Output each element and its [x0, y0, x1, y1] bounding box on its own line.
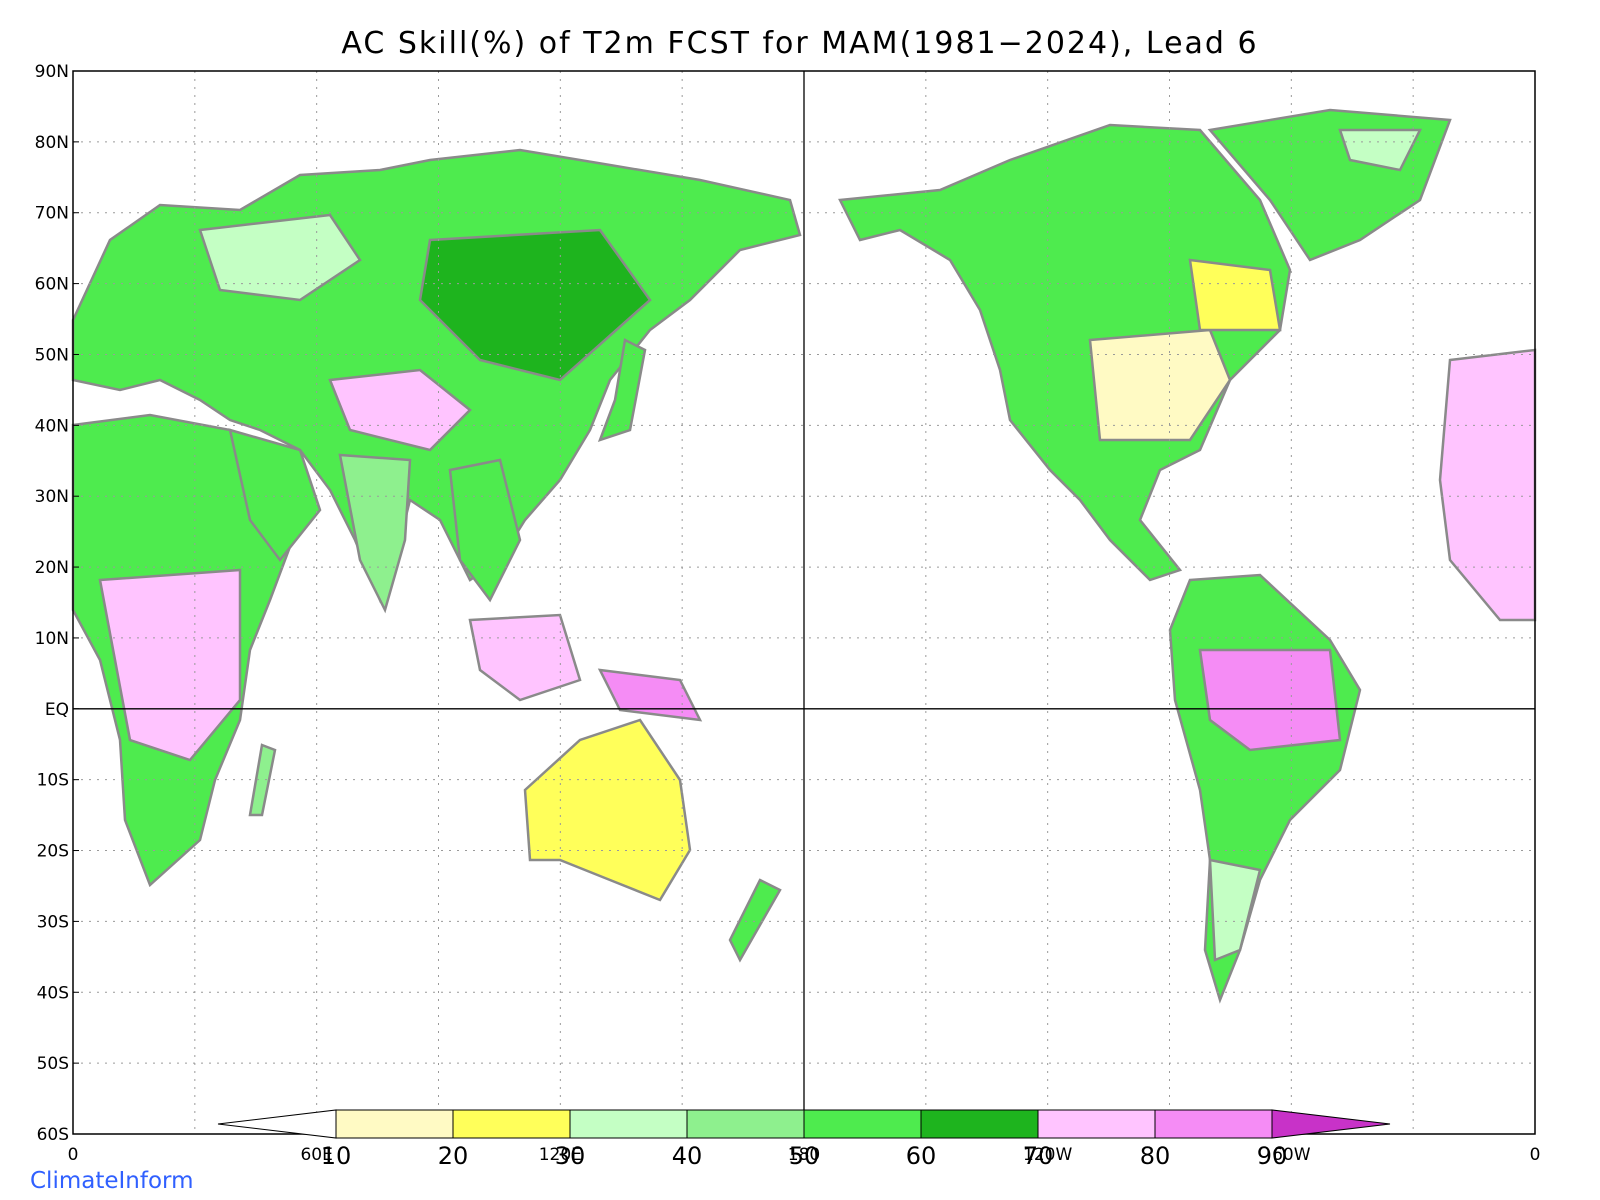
land-tibet-pink [328, 368, 472, 452]
land-south-america [1168, 573, 1362, 1004]
colorbar-segment [569, 1109, 688, 1139]
colorbar: 10 20 30 40 50 60 70 80 90 [217, 1109, 1391, 1170]
land-greenland-light [1338, 128, 1423, 172]
colorbar-label: 50 [789, 1142, 820, 1170]
colorbar-label: 30 [555, 1142, 586, 1170]
chart-title: AC Skill(%) of T2m FCST for MAM(1981−202… [341, 26, 1259, 61]
lon-label: 120E [539, 1145, 582, 1165]
land-eurasia-dark [418, 228, 652, 382]
colorbar-segment [686, 1109, 805, 1139]
colorbar-segment [803, 1109, 922, 1139]
land-australia [523, 718, 692, 902]
land-seasia [448, 458, 522, 603]
lon-label: 0 [68, 1145, 79, 1165]
lat-label: 50N [35, 345, 69, 365]
lat-label: 70N [35, 204, 69, 224]
land-north-america [838, 123, 1292, 582]
reference-lines [73, 71, 1535, 1134]
land-patagonia [1208, 858, 1262, 962]
lat-label: 50S [37, 1054, 69, 1074]
land-africa-pink [98, 568, 242, 762]
lon-label: 180 [788, 1145, 820, 1165]
lat-label: 30S [37, 912, 69, 932]
lon-label: 60E [300, 1145, 332, 1165]
credit-label: ClimateInform [30, 1168, 194, 1194]
colorbar-label: 40 [672, 1142, 703, 1170]
colorbar-segment [920, 1109, 1039, 1139]
lat-label: 60S [37, 1125, 69, 1145]
land-madagascar [248, 743, 277, 817]
colorbar-label: 90 [1257, 1142, 1288, 1170]
lon-label: 120W [1023, 1145, 1072, 1165]
land-indonesia [468, 613, 582, 702]
lat-label: EQ [45, 700, 69, 720]
colorbar-label: 80 [1140, 1142, 1171, 1170]
land-west-africa-right [1438, 348, 1537, 622]
land-us-yellow [1088, 328, 1232, 442]
colorbar-label: 10 [321, 1142, 352, 1170]
land-japan [597, 338, 647, 443]
colorbar-label: 20 [438, 1142, 469, 1170]
colorbar-segment [452, 1109, 571, 1139]
colorbar-arrow-high [1271, 1109, 1391, 1139]
lon-label: 0 [1530, 1145, 1541, 1165]
colorbar-label: 70 [1023, 1142, 1054, 1170]
lat-label: 40S [37, 983, 69, 1003]
lat-label: 20S [37, 842, 69, 862]
land-eurasia-light [198, 213, 362, 302]
lat-label: 10S [37, 771, 69, 791]
lat-label: 20N [35, 558, 69, 578]
lat-label: 30N [35, 487, 69, 507]
land-regions [71, 108, 1537, 1004]
lat-label: 10N [35, 629, 69, 649]
lat-label: 40N [35, 416, 69, 436]
colorbar-segment [1037, 1109, 1156, 1139]
lat-label: 90N [35, 62, 69, 82]
land-arabia [228, 428, 322, 563]
lat-label: 60N [35, 275, 69, 295]
latitude-labels: 90N 80N 70N 60N 50N 40N 30N 20N 10N EQ 10S 20S 30S 40… [35, 62, 79, 1145]
colorbar-segment [335, 1109, 454, 1139]
land-india [338, 453, 412, 614]
lat-label: 80N [35, 133, 69, 153]
land-new-guinea [597, 668, 703, 722]
lon-label: 60W [1272, 1145, 1311, 1165]
land-new-zealand [728, 878, 782, 963]
colorbar-segment [1154, 1109, 1273, 1139]
colorbar-label: 60 [906, 1142, 937, 1170]
graticule [73, 71, 1535, 1134]
land-canada-yellow [1188, 258, 1282, 332]
